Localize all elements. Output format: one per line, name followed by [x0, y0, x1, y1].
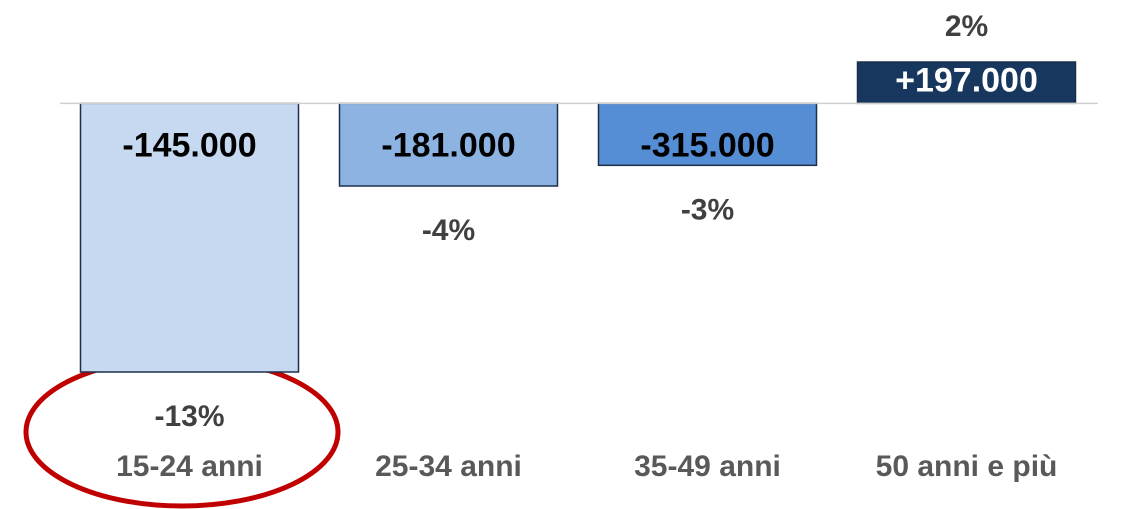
- x-tick-label: 15-24 anni: [116, 450, 263, 483]
- count-label: -315.000: [640, 126, 774, 164]
- bar: [338, 102, 559, 187]
- count-label: -181.000: [381, 126, 515, 164]
- bar: [856, 61, 1077, 105]
- count-label: -145.000: [122, 126, 256, 164]
- value-label: 2%: [945, 10, 988, 43]
- x-tick-label: 35-49 anni: [634, 450, 781, 483]
- x-tick-label: 50 anni e più: [876, 450, 1058, 483]
- value-label: -3%: [681, 193, 734, 226]
- x-tick-label: 25-34 anni: [375, 450, 522, 483]
- value-label: -13%: [154, 400, 224, 433]
- value-label: -4%: [422, 214, 475, 247]
- count-label: +197.000: [895, 62, 1038, 100]
